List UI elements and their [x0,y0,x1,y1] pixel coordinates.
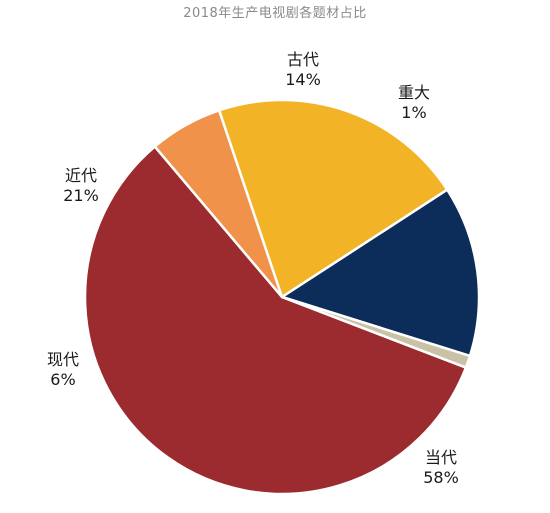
slice-percent-5: 1% [401,103,426,122]
slice-label-1: 当代 [425,448,457,467]
slice-percent-1: 58% [423,468,459,487]
slice-label-3: 近代 [65,166,97,185]
slice-percent-2: 6% [50,370,75,389]
slice-label-2: 现代 [47,350,79,369]
slice-percent-3: 21% [63,186,99,205]
chart-title: 2018年生产电视剧各题材占比 [183,6,367,21]
slice-label-5: 重大 [398,83,430,102]
pie-slice-3 [217,98,449,299]
pie-slice-4 [280,188,481,358]
slice-label-4: 古代 [287,50,319,69]
slice-percent-4: 14% [285,70,321,89]
pie-slices [83,98,481,496]
pie-slice-5 [280,295,472,369]
pie-slice-1 [83,145,468,496]
